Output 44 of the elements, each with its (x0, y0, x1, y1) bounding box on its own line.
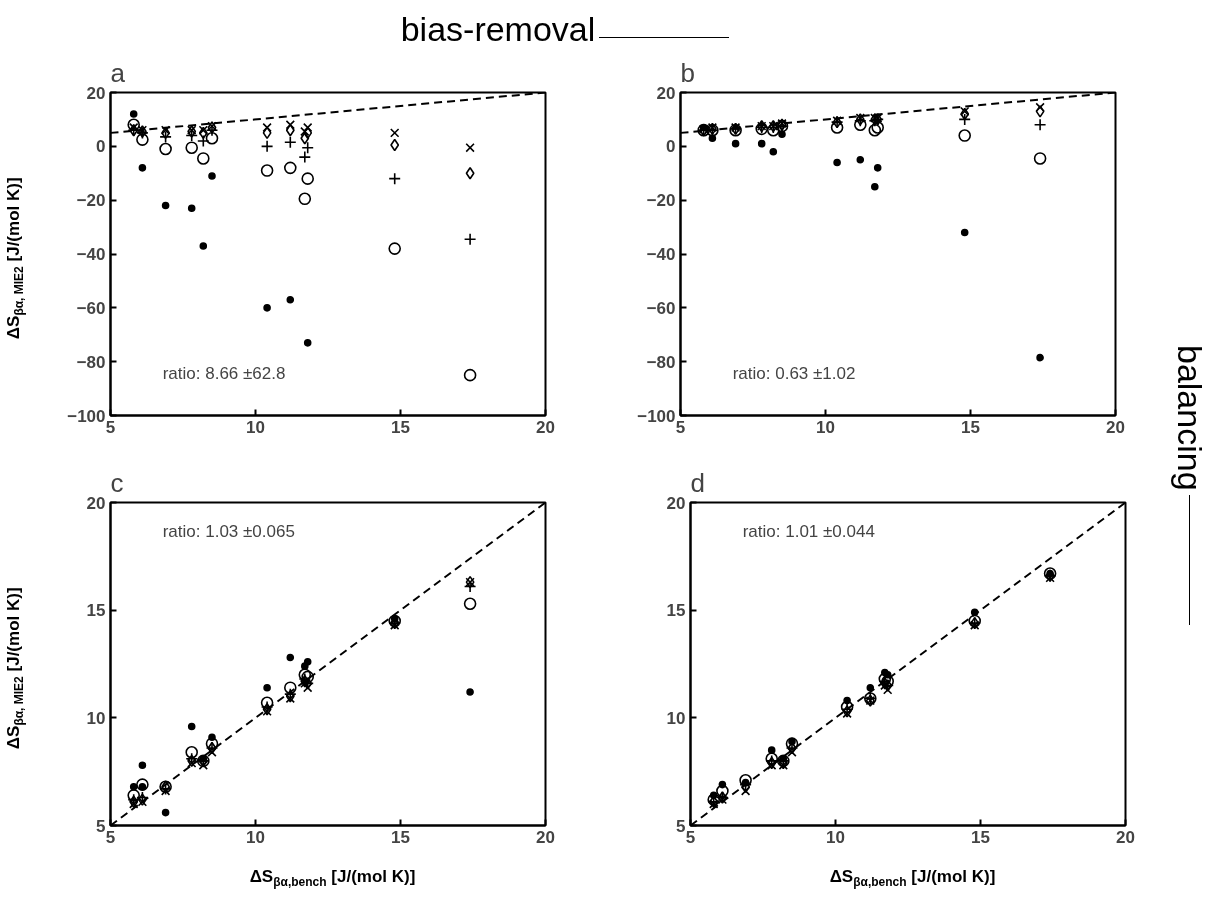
text: bias-removal (400, 10, 596, 48)
y-tick-label: 15 (86, 601, 106, 621)
annotation: ratio: 0.63 ±1.02 (732, 364, 856, 384)
y-tick-label: −60 (76, 298, 106, 318)
x-tick-label: 10 (816, 417, 835, 437)
x-tick-label: 10 (246, 417, 265, 437)
y-tick-label: 20 (86, 83, 106, 103)
chart-title: d (690, 467, 705, 498)
x-tick-label: 15 (971, 827, 990, 847)
y-tick-label: −60 (646, 298, 676, 318)
y-tick-label: 20 (86, 493, 106, 513)
x-tick-label: 20 (536, 417, 555, 437)
annotation: ratio: 1.03 ±0.065 (162, 522, 295, 542)
y-tick-label: 20 (656, 83, 676, 103)
annotation: ratio: 1.01 ±0.044 (742, 522, 875, 542)
x-tick-label: 15 (391, 417, 410, 437)
y-tick-label: 15 (666, 601, 686, 621)
x-axis-title: ΔS$_{βα,bench}$ [J/(mol K)] (828, 866, 997, 892)
x-tick-label: 15 (961, 417, 980, 437)
y-tick-label: 0 (96, 137, 106, 157)
x-tick-label: 10 (246, 827, 265, 847)
y-tick-label: −80 (646, 352, 676, 372)
y-tick-label: −40 (646, 245, 676, 264)
y-tick-label: −100 (637, 406, 676, 426)
text: balancing (1169, 345, 1210, 493)
chart-title: c (110, 467, 124, 498)
chart-title: b (680, 57, 695, 88)
y-tick-label: −20 (76, 191, 106, 211)
x-tick-label: 10 (826, 827, 845, 847)
y-tick-label: 0 (666, 137, 676, 157)
y-tick-label: 10 (86, 708, 106, 728)
y-tick-label: 10 (666, 708, 686, 728)
x-axis-title: ΔS$_{βα,bench}$ [J/(mol K)] (248, 866, 417, 892)
y-tick-label: −100 (67, 406, 106, 426)
x-tick-label: 20 (1106, 417, 1125, 437)
x-tick-label: 15 (391, 827, 410, 847)
y-tick-label: −20 (646, 191, 676, 211)
chart-title: a (110, 57, 126, 88)
x-tick-label: 20 (1116, 827, 1135, 847)
x-tick-label: 20 (536, 827, 555, 847)
y-tick-label: 20 (666, 493, 686, 513)
annotation: ratio: 8.66 ±62.8 (162, 364, 286, 384)
y-tick-label: −80 (76, 352, 106, 372)
y-tick-label: −40 (76, 245, 106, 264)
